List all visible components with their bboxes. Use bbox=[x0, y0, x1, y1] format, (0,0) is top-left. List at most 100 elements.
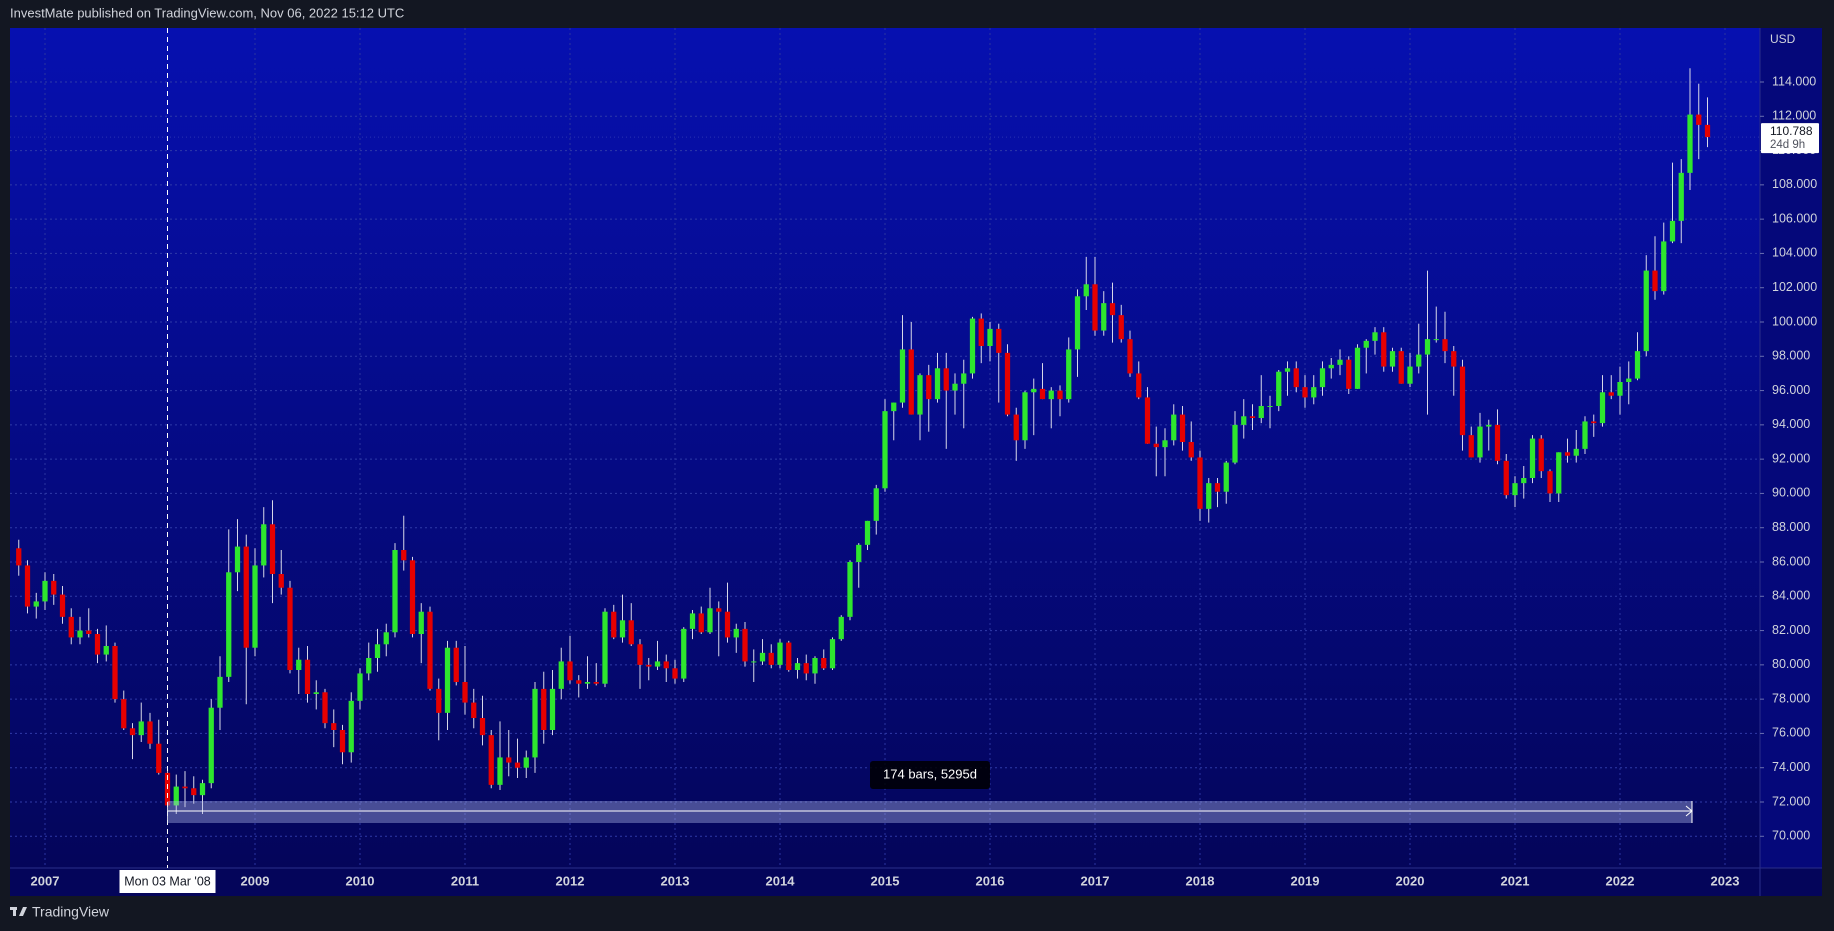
candle-body bbox=[969, 318, 976, 374]
x-tick-label: 2013 bbox=[661, 873, 690, 888]
candle-body bbox=[768, 652, 774, 665]
candle-body bbox=[1311, 387, 1317, 398]
y-tick-label: 82.000 bbox=[1772, 623, 1810, 637]
candle-body bbox=[1468, 435, 1474, 458]
candle-body bbox=[1101, 303, 1107, 331]
candle-body bbox=[821, 658, 827, 669]
x-tick-label: 2017 bbox=[1081, 873, 1110, 888]
candle-body bbox=[1179, 414, 1186, 442]
candle-body bbox=[1057, 390, 1063, 400]
candle-body bbox=[611, 611, 617, 638]
candle-body bbox=[1328, 364, 1334, 369]
candle-body bbox=[453, 647, 459, 682]
candle-body bbox=[1048, 390, 1054, 400]
y-tick-label: 84.000 bbox=[1772, 589, 1810, 603]
candle-body bbox=[68, 616, 74, 638]
candle-body bbox=[619, 620, 626, 638]
last-price-tag bbox=[1761, 123, 1819, 154]
candle-body bbox=[1652, 270, 1658, 292]
x-tick-label: 2010 bbox=[346, 873, 375, 888]
candle-body bbox=[1599, 392, 1606, 424]
candle-body bbox=[777, 642, 783, 665]
candle-body bbox=[444, 647, 451, 713]
candle-body bbox=[996, 328, 1002, 353]
y-tick-label: 102.000 bbox=[1772, 280, 1817, 294]
y-tick-label: 106.000 bbox=[1772, 211, 1817, 225]
candle-body bbox=[1389, 351, 1396, 367]
candle-body bbox=[943, 368, 949, 391]
candle-body bbox=[934, 368, 941, 400]
candle-body bbox=[1276, 371, 1282, 406]
candle-body bbox=[847, 562, 853, 617]
candle-body bbox=[322, 692, 328, 724]
candle-body bbox=[1424, 339, 1431, 355]
y-tick-label: 104.000 bbox=[1772, 246, 1817, 260]
candle-body bbox=[584, 682, 591, 684]
candle-body bbox=[803, 663, 809, 674]
countdown: 24d 9h bbox=[1770, 139, 1805, 151]
measure-label: 174 bars, 5295d bbox=[883, 766, 977, 781]
candle-body bbox=[759, 652, 766, 662]
candle-body bbox=[899, 349, 906, 403]
candle-body bbox=[1302, 387, 1308, 398]
candle-body bbox=[1319, 368, 1326, 388]
candle-body bbox=[234, 546, 241, 573]
candle-body bbox=[269, 524, 276, 574]
candle-body bbox=[462, 682, 468, 703]
y-tick-label: 98.000 bbox=[1772, 349, 1810, 363]
y-tick-label: 114.000 bbox=[1772, 74, 1816, 88]
candle-body bbox=[1144, 397, 1151, 444]
candle-body bbox=[637, 644, 643, 665]
candle-body bbox=[1477, 426, 1483, 458]
y-tick-label: 78.000 bbox=[1772, 691, 1810, 705]
candle-body bbox=[1083, 284, 1089, 297]
candle-body bbox=[374, 644, 381, 658]
candle-body bbox=[917, 375, 923, 415]
candle-body bbox=[1363, 340, 1369, 348]
candle-body bbox=[1136, 373, 1142, 398]
y-tick-label: 72.000 bbox=[1772, 794, 1810, 808]
candle-body bbox=[1486, 424, 1492, 427]
candle-body bbox=[987, 328, 993, 346]
candle-body bbox=[59, 594, 66, 617]
candle-body bbox=[541, 688, 547, 730]
candle-body bbox=[392, 550, 398, 633]
candle-body bbox=[1547, 471, 1553, 494]
candle-body bbox=[1214, 483, 1221, 492]
candle-body bbox=[1696, 114, 1702, 125]
candle-body bbox=[707, 608, 713, 633]
candle-body bbox=[226, 572, 232, 677]
candle-body bbox=[147, 721, 153, 744]
candle-body bbox=[716, 608, 722, 612]
candle-body bbox=[401, 550, 407, 561]
candle-body bbox=[1223, 462, 1229, 492]
candle-body bbox=[94, 634, 101, 655]
candle-body bbox=[383, 632, 389, 645]
y-tick-label: 100.000 bbox=[1772, 314, 1817, 328]
candle-body bbox=[77, 630, 83, 638]
candle-body bbox=[156, 743, 162, 773]
candle-body bbox=[1162, 440, 1168, 448]
footer-brand: TradingView bbox=[32, 904, 110, 920]
y-tick-label: 70.000 bbox=[1772, 829, 1810, 843]
candle-body bbox=[864, 520, 871, 545]
candle-body bbox=[217, 676, 223, 708]
crosshair-date-box bbox=[119, 870, 216, 893]
candle-body bbox=[1293, 368, 1299, 388]
candle-body bbox=[926, 375, 932, 400]
y-tick-label: 96.000 bbox=[1772, 383, 1810, 397]
candle-body bbox=[51, 580, 57, 595]
y-tick-label: 94.000 bbox=[1772, 417, 1810, 431]
candle-body bbox=[1669, 220, 1676, 242]
candle-body bbox=[287, 587, 293, 670]
candle-body bbox=[751, 661, 757, 663]
candle-body bbox=[1503, 460, 1509, 496]
candle-body bbox=[348, 700, 354, 753]
candle-body bbox=[838, 616, 844, 640]
candle-body bbox=[549, 688, 556, 730]
candle-body bbox=[164, 772, 171, 806]
candle-body bbox=[199, 783, 206, 796]
candle-body bbox=[436, 688, 442, 713]
candle-body bbox=[182, 786, 188, 789]
candle-body bbox=[1258, 406, 1264, 418]
